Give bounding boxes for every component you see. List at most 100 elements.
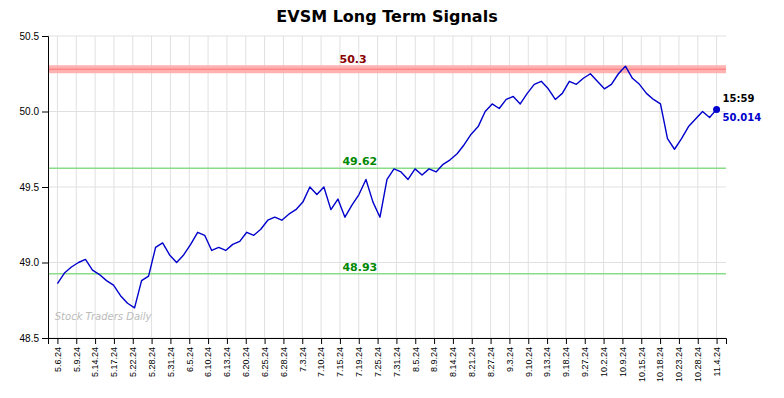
x-tick-label: 7.31.24 (392, 347, 402, 377)
y-tick-label: 50.5 (20, 31, 40, 42)
x-tick-mark (189, 338, 190, 344)
y-tick-mark (42, 36, 48, 37)
x-tick-mark (472, 338, 473, 344)
x-tick-mark (114, 338, 115, 344)
x-tick-label: 11.4.24 (712, 347, 722, 376)
x-tick-label: 10.28.24 (693, 347, 703, 382)
x-tick: 5.31.24 (166, 338, 176, 377)
x-tick-mark (641, 338, 642, 344)
x-tick-mark (170, 338, 171, 344)
x-grid-line (697, 36, 698, 338)
x-grid-line (622, 36, 623, 338)
x-grid-line (377, 36, 378, 338)
x-tick-label: 8.9.24 (429, 347, 439, 372)
x-grid-line (716, 36, 717, 338)
x-tick-mark (302, 338, 303, 344)
chart: 5.6.245.9.245.14.245.17.245.22.245.28.24… (0, 0, 784, 398)
reference-line-center (48, 69, 726, 70)
x-tick-mark (152, 338, 153, 344)
x-tick: 6.20.24 (241, 338, 251, 377)
x-grid-line (170, 36, 171, 338)
x-tick: 8.5.24 (411, 338, 421, 372)
x-tick-mark (95, 338, 96, 344)
x-tick: 10.18.24 (655, 338, 665, 382)
y-tick-mark (42, 187, 48, 188)
x-grid-line (132, 36, 133, 338)
x-tick: 5.22.24 (128, 338, 138, 377)
x-tick-mark (227, 338, 228, 344)
x-tick-mark (566, 338, 567, 344)
x-tick-label: 8.27.24 (486, 347, 496, 377)
x-tick-mark (415, 338, 416, 344)
x-grid-line (189, 36, 190, 338)
y-tick-mark (42, 112, 48, 113)
x-axis-line (49, 339, 727, 345)
x-grid-line (471, 36, 472, 338)
x-tick: 11.4.24 (712, 338, 722, 376)
x-tick-label: 7.15.24 (335, 347, 345, 377)
x-tick-mark (660, 338, 661, 344)
x-tick-mark (359, 338, 360, 344)
x-tick: 6.10.24 (203, 338, 213, 377)
endpoint-dot (713, 106, 720, 113)
x-grid-line (321, 36, 322, 338)
x-grid-line (57, 36, 58, 338)
x-tick: 8.9.24 (429, 338, 439, 372)
x-tick: 10.15.24 (637, 338, 647, 382)
x-tick-mark (434, 338, 435, 344)
x-grid-line (528, 36, 529, 338)
x-grid-line (396, 36, 397, 338)
x-axis: 5.6.245.9.245.14.245.17.245.22.245.28.24… (49, 338, 727, 382)
x-tick: 8.27.24 (486, 338, 496, 377)
y-axis-line (42, 37, 49, 339)
y-tick-mark (42, 263, 48, 264)
x-tick-mark (585, 338, 586, 344)
y-grid-line (48, 187, 726, 188)
x-grid-line (95, 36, 96, 338)
x-tick: 8.21.24 (467, 338, 477, 377)
x-grid-line (283, 36, 284, 338)
x-tick-mark (378, 338, 379, 344)
x-grid-line (641, 36, 642, 338)
x-tick: 9.13.24 (542, 338, 552, 377)
y-tick: 49.5 (20, 182, 48, 193)
x-grid-line (678, 36, 679, 338)
x-tick: 10.9.24 (618, 338, 628, 377)
x-tick-label: 8.14.24 (448, 347, 458, 377)
x-tick: 6.13.24 (222, 338, 232, 377)
x-tick-label: 8.21.24 (467, 347, 477, 377)
y-tick: 48.5 (20, 333, 48, 344)
x-tick-label: 6.10.24 (203, 347, 213, 377)
x-tick-label: 5.6.24 (53, 347, 63, 372)
x-tick: 9.27.24 (580, 338, 590, 377)
x-tick-label: 10.23.24 (674, 347, 684, 382)
x-tick-label: 6.25.24 (260, 347, 270, 377)
x-tick-label: 10.15.24 (637, 347, 647, 382)
x-grid-line (76, 36, 77, 338)
x-tick-label: 5.28.24 (147, 347, 157, 377)
x-tick-label: 10.2.24 (599, 347, 609, 377)
x-tick: 6.25.24 (260, 338, 270, 377)
x-tick: 7.10.24 (316, 338, 326, 377)
x-tick: 10.2.24 (599, 338, 609, 377)
x-grid-line (565, 36, 566, 338)
x-tick-label: 9.27.24 (580, 347, 590, 377)
x-tick: 9.3.24 (505, 338, 515, 372)
title: EVSM Long Term Signals (276, 7, 497, 26)
x-tick-label: 5.9.24 (72, 347, 82, 372)
x-tick-label: 6.13.24 (222, 347, 232, 377)
x-tick-mark (321, 338, 322, 344)
x-tick-mark (491, 338, 492, 344)
x-tick: 5.6.24 (53, 338, 63, 372)
y-axis: 48.549.049.550.050.5 (20, 31, 49, 344)
x-tick-mark (679, 338, 680, 344)
x-tick-label: 9.18.24 (561, 347, 571, 377)
plot-area (48, 66, 726, 308)
x-tick-label: 5.31.24 (166, 347, 176, 377)
y-tick-label: 50.0 (20, 106, 40, 117)
x-tick-mark (717, 338, 718, 344)
x-tick-mark (76, 338, 77, 344)
x-tick: 5.28.24 (147, 338, 157, 377)
x-tick-label: 6.20.24 (241, 347, 251, 377)
x-tick-label: 5.14.24 (90, 347, 100, 377)
